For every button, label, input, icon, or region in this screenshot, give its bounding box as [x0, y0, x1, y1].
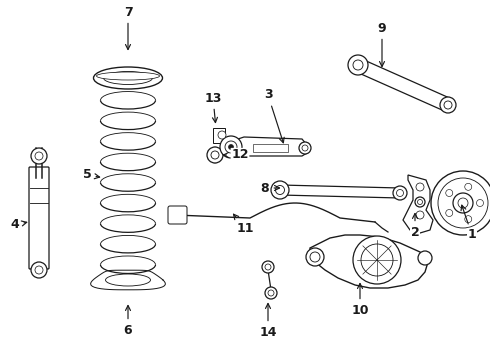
FancyBboxPatch shape [29, 167, 49, 269]
Text: 7: 7 [123, 5, 132, 50]
Circle shape [417, 199, 422, 204]
Circle shape [262, 261, 274, 273]
Circle shape [444, 101, 452, 109]
Text: 3: 3 [264, 89, 284, 143]
Polygon shape [208, 147, 222, 163]
Circle shape [211, 151, 219, 159]
Circle shape [465, 183, 472, 190]
Circle shape [207, 147, 223, 163]
Circle shape [302, 145, 308, 151]
Circle shape [415, 197, 425, 207]
Text: 8: 8 [261, 181, 279, 194]
Text: 13: 13 [204, 91, 221, 122]
Polygon shape [253, 144, 288, 152]
Circle shape [348, 55, 368, 75]
Circle shape [35, 266, 43, 274]
Circle shape [265, 287, 277, 299]
Polygon shape [280, 185, 400, 198]
Circle shape [446, 210, 453, 216]
Ellipse shape [103, 72, 152, 85]
Circle shape [416, 183, 424, 191]
Circle shape [306, 248, 324, 266]
Polygon shape [229, 137, 307, 156]
Circle shape [465, 216, 472, 223]
Circle shape [353, 60, 363, 70]
Text: 9: 9 [378, 22, 386, 67]
Circle shape [310, 252, 320, 262]
Ellipse shape [94, 67, 163, 89]
Circle shape [396, 189, 403, 197]
Circle shape [299, 142, 311, 154]
Circle shape [458, 198, 468, 208]
Polygon shape [213, 128, 231, 148]
Circle shape [228, 144, 234, 149]
Ellipse shape [97, 72, 160, 80]
Text: 1: 1 [461, 205, 476, 242]
Circle shape [476, 199, 484, 207]
Circle shape [431, 171, 490, 235]
Circle shape [446, 189, 453, 197]
Text: 14: 14 [259, 303, 277, 338]
Circle shape [418, 251, 432, 265]
Circle shape [218, 131, 226, 139]
Polygon shape [403, 175, 433, 233]
Circle shape [453, 193, 473, 213]
Circle shape [361, 244, 393, 276]
Circle shape [31, 262, 47, 278]
Text: 12: 12 [223, 148, 249, 162]
Polygon shape [355, 59, 451, 111]
Circle shape [225, 141, 237, 153]
Polygon shape [310, 235, 428, 288]
Circle shape [35, 152, 43, 160]
Circle shape [438, 178, 488, 228]
Circle shape [416, 211, 424, 219]
Circle shape [265, 264, 271, 270]
Text: 11: 11 [234, 214, 254, 234]
Circle shape [220, 136, 242, 158]
FancyBboxPatch shape [168, 206, 187, 224]
Circle shape [393, 186, 407, 200]
Circle shape [31, 148, 47, 164]
Circle shape [440, 97, 456, 113]
Circle shape [275, 185, 285, 194]
Text: 6: 6 [123, 306, 132, 337]
Text: 10: 10 [351, 283, 369, 316]
Circle shape [353, 236, 401, 284]
Circle shape [271, 181, 289, 199]
Text: 5: 5 [83, 168, 99, 181]
Text: 2: 2 [411, 213, 419, 238]
Ellipse shape [105, 274, 150, 286]
Text: 4: 4 [11, 219, 27, 231]
Circle shape [268, 290, 274, 296]
